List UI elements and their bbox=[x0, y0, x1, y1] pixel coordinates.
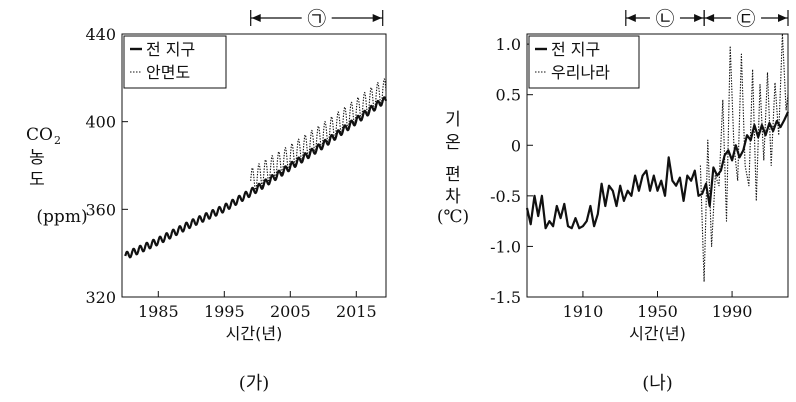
chart-panel-ga: 320 360 400 440 1985 1995 2005 2015 시간(년) 전 지구안면도… bbox=[85, 8, 388, 394]
y-tick-label: -1.5 bbox=[490, 288, 521, 307]
panel-caption: (나) bbox=[642, 373, 673, 394]
y-tick-label: -1.0 bbox=[490, 237, 521, 256]
arrow-head bbox=[705, 14, 715, 22]
marker-label: ㉠ bbox=[307, 8, 326, 30]
period-marker: ㉠ bbox=[250, 8, 384, 30]
x-tick-label: 1985 bbox=[138, 302, 179, 321]
marker-label: ㉢ bbox=[737, 8, 756, 30]
series-line-dotted bbox=[250, 78, 387, 191]
y-tick-label: 0 bbox=[511, 136, 521, 155]
arrow-head bbox=[251, 14, 261, 22]
y-label-char: 기 bbox=[445, 110, 461, 130]
y-label-char: 편 bbox=[445, 165, 461, 185]
y-tick-label: 0.5 bbox=[496, 86, 521, 105]
arrow-head bbox=[626, 14, 636, 22]
x-tick-label: 1990 bbox=[712, 302, 753, 321]
period-marker: ㉢ bbox=[703, 8, 789, 30]
marker-label: ㉡ bbox=[655, 8, 674, 30]
panel-caption: (가) bbox=[239, 373, 270, 394]
y-tick-label: 360 bbox=[85, 200, 116, 219]
x-axis-label: 시간(년) bbox=[226, 324, 283, 343]
y-tick-label: 320 bbox=[85, 288, 116, 307]
x-tick-label: 2005 bbox=[270, 302, 311, 321]
y-label-char: 농 bbox=[29, 148, 45, 168]
arrow-head bbox=[778, 14, 787, 22]
y-tick-label: -0.5 bbox=[490, 187, 521, 206]
period-marker: ㉡ bbox=[625, 8, 705, 30]
legend-box bbox=[528, 35, 640, 89]
series-line-dotted bbox=[699, 33, 789, 283]
arrow-head bbox=[372, 14, 382, 22]
chart-panel-na: -1.5 -1.0 -0.5 0 0.5 1.0 1910 1950 1990 시간(년) 전 지구… bbox=[490, 8, 790, 394]
y-label-char: 차 bbox=[445, 187, 461, 207]
legend-label: 안면도 bbox=[146, 63, 190, 82]
x-tick-label: 1910 bbox=[563, 302, 604, 321]
legend-box bbox=[123, 35, 227, 89]
y-label-co: CO2 bbox=[26, 125, 61, 147]
y-label-unit: (℃) bbox=[437, 207, 469, 227]
series-line-solid bbox=[525, 111, 790, 230]
y-label-char: 도 bbox=[29, 170, 45, 190]
x-tick-label: 1995 bbox=[204, 302, 245, 321]
legend-label: 전 지구 bbox=[551, 40, 600, 59]
plot-frame bbox=[121, 33, 387, 298]
y-tick-label: 1.0 bbox=[496, 35, 521, 54]
series-line-solid bbox=[124, 96, 388, 259]
y-tick-label: 440 bbox=[85, 25, 116, 44]
arrow-head bbox=[694, 14, 704, 22]
x-tick-label: 1950 bbox=[637, 302, 678, 321]
legend-label: 전 지구 bbox=[146, 40, 195, 59]
x-tick-label: 2015 bbox=[336, 302, 377, 321]
y-tick-label: 400 bbox=[85, 113, 116, 132]
y-label-char: 온 bbox=[445, 133, 461, 153]
legend-label: 우리나라 bbox=[551, 63, 610, 82]
x-axis-label: 시간(년) bbox=[629, 324, 686, 343]
y-label-unit: (ppm) bbox=[36, 207, 87, 227]
y-label-sub: 2 bbox=[54, 134, 61, 147]
